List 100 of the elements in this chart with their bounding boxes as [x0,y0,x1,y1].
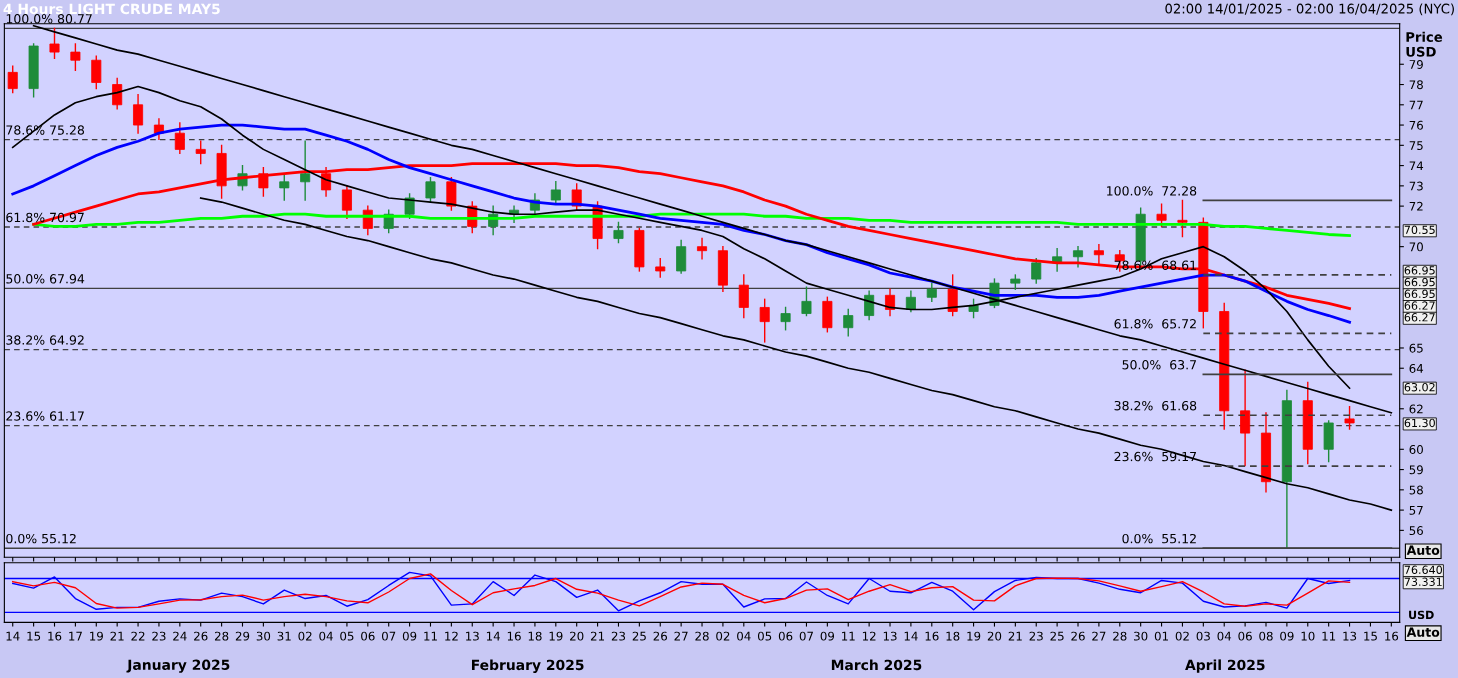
x-tick-label: 19 [967,631,981,641]
x-tick-label: 18 [946,631,960,641]
x-tick-label: 16 [48,631,62,641]
y-tick-label: 79 [1409,59,1423,69]
x-tick-label: 20 [570,631,584,641]
x-tick-label: 19 [90,631,103,641]
text: 76.640 [1404,565,1443,574]
x-tick-label: 22 [131,631,145,641]
x-tick-label: 01 [1154,631,1168,641]
y-tick-label: 73 [1409,181,1423,191]
x-tick-label: 09 [820,631,835,641]
y-tick-label: 58 [1409,485,1423,495]
x-tick-label: 23 [1029,631,1043,641]
x-tick-label: 30 [1134,631,1148,641]
x-tick-label: 28 [695,631,709,641]
x-tick-label: 05 [340,631,354,641]
x-tick-label: 09 [1280,631,1294,641]
x-tick-label: 26 [1071,631,1085,641]
text: February 2025 [471,659,584,673]
series-label: 61.8% 65.72 [1114,319,1196,329]
text: January 2025 [126,659,230,673]
x-tick-label: 15 [27,631,41,641]
y-tick-label: 72 [1409,201,1423,211]
x-tick-label: 12 [862,631,876,641]
y-tick-label: 57 [1409,505,1423,515]
text: Auto [1406,545,1440,555]
text: 73.331 [1404,577,1442,586]
x-tick-label: 05 [757,631,772,641]
x-tick-label: 29 [235,631,250,641]
x-tick-label: 14 [6,631,20,641]
text: 63.02 [1404,382,1435,392]
x-tick-label: 26 [194,631,208,641]
x-tick-label: 09 [402,631,417,641]
x-tick-label: 14 [486,631,500,641]
x-tick-label: 18 [528,631,542,641]
x-tick-label: 04 [1217,631,1232,641]
series-label: 38.2% 61.68 [1114,400,1197,411]
x-tick-label: 16 [1385,631,1399,641]
x-tick-label: 11 [424,631,437,641]
x-tick-label: 15 [1364,631,1377,641]
text: Auto [1406,627,1440,637]
text: 66.95 [1404,266,1435,275]
text: 66.95 [1404,277,1435,287]
x-tick-label: 25 [1050,631,1064,641]
text: 66.27 [1404,313,1435,322]
x-tick-label: 31 [277,631,291,641]
x-tick-label: 12 [445,631,458,641]
x-tick-label: 02 [716,631,730,641]
x-tick-label: 07 [799,631,813,641]
x-tick-label: 27 [1092,631,1106,641]
series-label: 50.0% 63.7 [1122,360,1196,370]
x-tick-label: 13 [1343,631,1357,641]
x-tick-label: 08 [1259,631,1273,641]
x-tick-label: 13 [883,631,897,641]
x-tick-label: 14 [904,631,918,641]
x-tick-label: 04 [319,631,333,641]
x-tick-label: 03 [1196,631,1210,641]
x-tick-label: 28 [1113,631,1127,641]
x-tick-label: 11 [842,631,855,641]
series-label: 0.0% 55.12 [1122,533,1196,544]
text: 66.27 [1404,301,1435,310]
x-tick-label: 04 [737,631,751,641]
y-tick-label: 75 [1409,141,1423,150]
chart-subtitle: 02:00 14/01/2025 - 02:00 16/04/2025 (NYC) [1165,3,1454,16]
ref-line-label: 23.6% 61.17 [6,411,84,421]
series-label: 100.0% 72.28 [1107,186,1197,196]
text: March 2025 [831,659,922,671]
y-tick-label: 77 [1409,100,1423,110]
x-tick-label: 07 [381,631,396,641]
y-tick-label: 62 [1409,404,1423,414]
y-tick-label: 78 [1409,80,1423,90]
x-tick-label: 16 [925,631,939,641]
x-tick-label: 30 [256,631,271,641]
x-tick-label: 28 [214,631,229,641]
ref-line-label: 50.0% 67.94 [6,274,85,284]
x-tick-label: 21 [590,631,605,641]
ref-line-label: 38.2% 64.92 [6,335,84,345]
x-tick-label: 19 [549,631,563,641]
x-tick-label: 27 [674,631,688,641]
x-tick-label: 23 [611,631,626,641]
y-tick-label: 76 [1409,120,1423,130]
y-tick-label: 70 [1409,242,1423,252]
x-tick-label: 06 [1238,631,1252,641]
x-tick-label: 10 [1301,631,1315,641]
x-tick-label: 20 [987,631,1002,641]
y-tick-label: 64 [1409,363,1424,373]
text: April 2025 [1185,659,1265,673]
x-tick-label: 11 [1322,631,1336,641]
x-tick-label: 26 [653,631,668,641]
y-tick-label: 74 [1409,161,1424,171]
y-tick-label: 56 [1409,526,1423,536]
text: 61.30 [1404,418,1435,428]
x-tick-label: 16 [507,631,521,641]
y-axis-title: USD [1409,610,1434,620]
y-tick-label: 60 [1409,445,1423,454]
x-tick-label: 02 [1175,631,1189,641]
x-tick-label: 21 [1008,631,1022,641]
x-tick-label: 23 [152,631,166,641]
ref-line-label: 0.0% 55.12 [6,533,76,544]
x-tick-label: 24 [173,631,187,641]
